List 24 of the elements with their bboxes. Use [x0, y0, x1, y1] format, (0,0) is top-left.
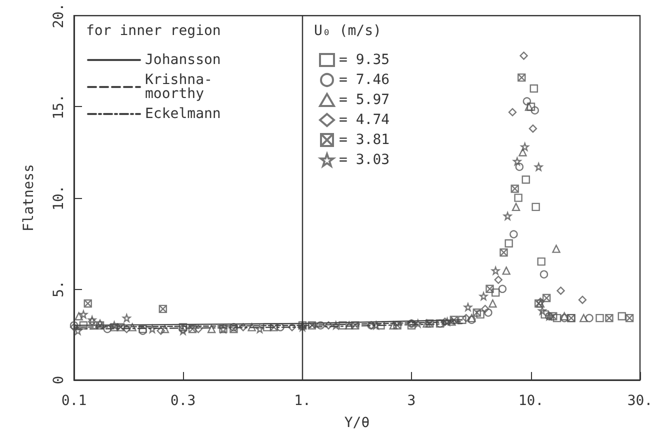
legend-label: Johansson [145, 52, 221, 68]
legend-title: U₀ (m/s) [314, 23, 382, 39]
x-tick-label: 10. [518, 393, 544, 409]
y-tick-label: 10. [51, 185, 67, 210]
x-tick-label: 1. [294, 393, 311, 409]
legend-label: Krishna- moorthy [145, 72, 212, 102]
legend-label: = 5.97 [339, 92, 390, 108]
y-axis-title: Flatness [21, 164, 37, 232]
x-tick-label: 0.1 [61, 393, 87, 409]
legend-label: = 3.03 [339, 152, 390, 168]
legend-label: = 7.46 [339, 72, 390, 88]
legend-label: = 4.74 [339, 112, 390, 128]
x-tick-label: 3 [407, 393, 416, 409]
legend-label: Eckelmann [145, 106, 221, 122]
y-tick-label: 5. [51, 280, 67, 298]
annotation: for inner region [86, 23, 221, 39]
legend-label: = 3.81 [339, 132, 390, 148]
y-tick-label: 15. [51, 94, 67, 120]
legend-label: = 9.35 [339, 52, 390, 68]
x-axis-title: Y/θ [344, 415, 370, 431]
x-tick-label: 30. [627, 393, 653, 409]
y-tick-label: 0 [51, 376, 67, 384]
x-tick-label: 0.3 [170, 393, 196, 409]
y-tick-label: 20. [51, 2, 67, 28]
